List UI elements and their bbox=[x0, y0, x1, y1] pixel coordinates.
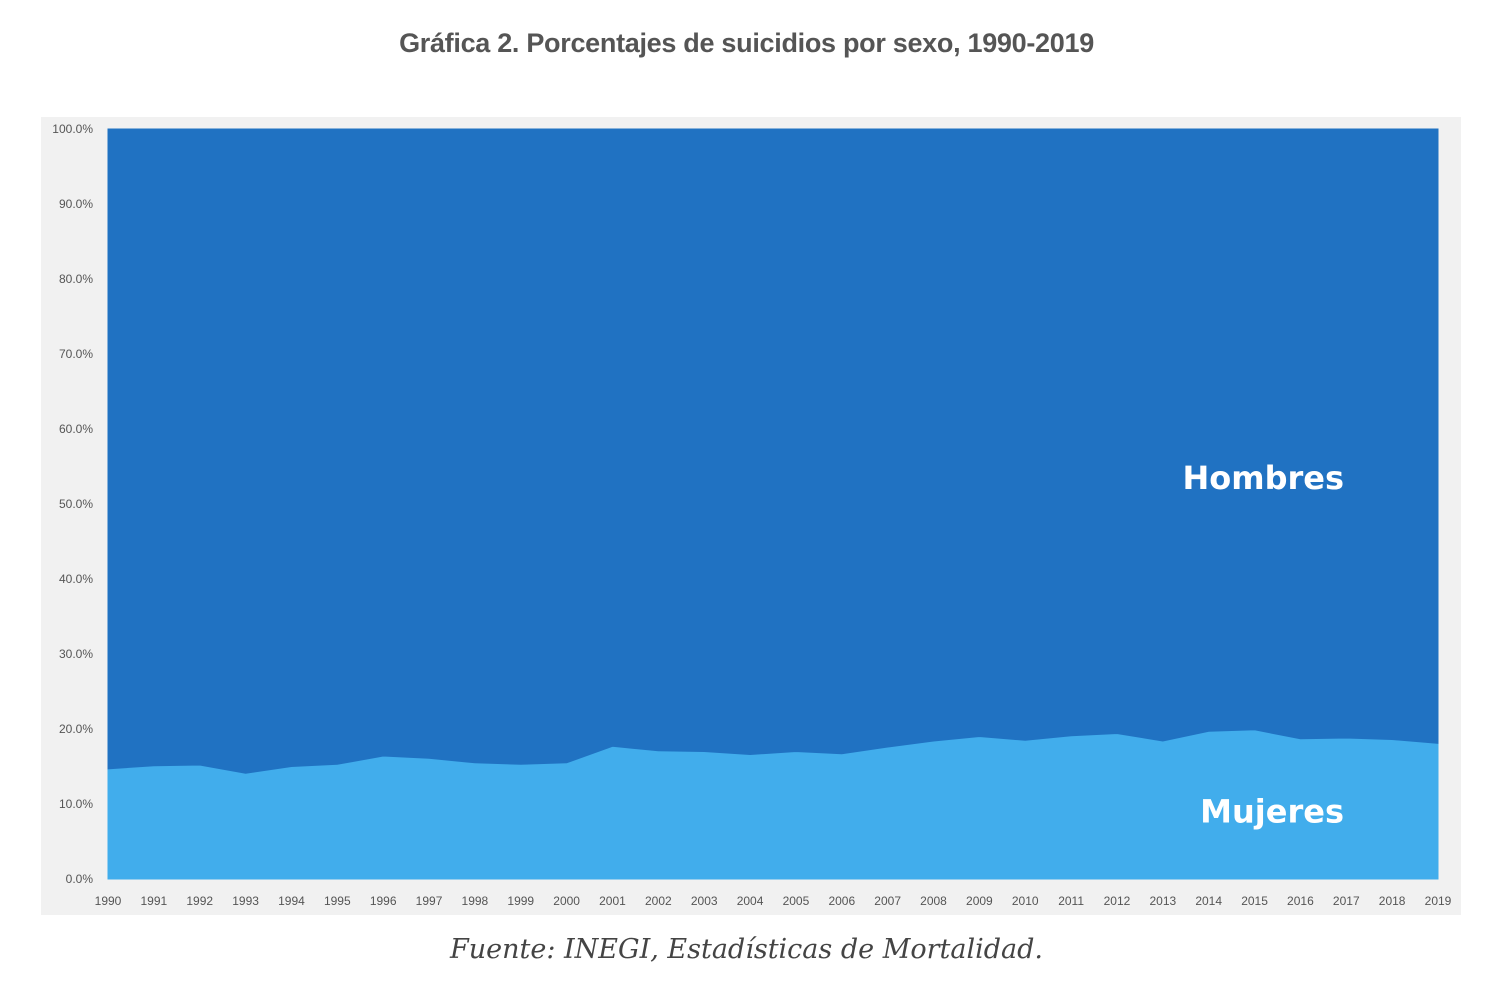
areas-layer bbox=[107, 128, 1439, 880]
y-tick-label: 10.0% bbox=[59, 797, 93, 811]
x-tick-label: 1993 bbox=[232, 894, 259, 908]
x-tick-label: 1991 bbox=[141, 894, 168, 908]
x-tick-label: 1996 bbox=[370, 894, 397, 908]
x-tick-label: 2005 bbox=[783, 894, 810, 908]
area-chart: 0.0% 10.0% 20.0% 30.0% 40.0% 50.0% 60.0% 70.0% 8… bbox=[52, 122, 1452, 908]
x-tick-label: 2019 bbox=[1425, 894, 1452, 908]
x-tick-label: 2010 bbox=[1012, 894, 1039, 908]
chart-panel: 0.0% 10.0% 20.0% 30.0% 40.0% 50.0% 60.0% 70.0% 8… bbox=[41, 117, 1461, 915]
x-tick-label: 2006 bbox=[828, 894, 855, 908]
area-label-mujeres: Mujeres bbox=[1200, 793, 1344, 831]
y-tick-label: 20.0% bbox=[59, 722, 93, 736]
y-tick-label: 40.0% bbox=[59, 572, 93, 586]
y-tick-label: 30.0% bbox=[59, 647, 93, 661]
x-tick-label: 2001 bbox=[599, 894, 626, 908]
x-tick-label: 1998 bbox=[462, 894, 489, 908]
x-tick-label: 1999 bbox=[507, 894, 534, 908]
y-tick-label: 100.0% bbox=[52, 122, 93, 136]
x-tick-label: 2017 bbox=[1333, 894, 1360, 908]
x-tick-label: 2012 bbox=[1104, 894, 1131, 908]
x-tick-label: 2003 bbox=[691, 894, 718, 908]
x-tick-label: 2011 bbox=[1058, 894, 1084, 908]
y-tick-label: 0.0% bbox=[66, 872, 94, 886]
x-tick-label: 2009 bbox=[966, 894, 993, 908]
x-tick-label: 2007 bbox=[874, 894, 901, 908]
x-tick-label: 2014 bbox=[1195, 894, 1222, 908]
area-label-hombres: Hombres bbox=[1182, 459, 1344, 497]
y-tick-label: 70.0% bbox=[59, 347, 93, 361]
y-tick-label: 50.0% bbox=[59, 497, 93, 511]
x-tick-label: 1990 bbox=[95, 894, 122, 908]
y-tick-label: 80.0% bbox=[59, 272, 93, 286]
x-tick-label: 1992 bbox=[186, 894, 213, 908]
x-tick-label: 1994 bbox=[278, 894, 305, 908]
x-tick-label: 2016 bbox=[1287, 894, 1314, 908]
x-tick-label: 2015 bbox=[1241, 894, 1268, 908]
y-tick-label: 60.0% bbox=[59, 422, 93, 436]
x-tick-label: 1997 bbox=[416, 894, 443, 908]
area-hombres bbox=[107, 128, 1439, 774]
y-tick-label: 90.0% bbox=[59, 197, 93, 211]
x-tick-label: 2004 bbox=[737, 894, 764, 908]
x-tick-label: 1995 bbox=[324, 894, 351, 908]
chart-title: Gráfica 2. Porcentajes de suicidios por … bbox=[399, 28, 1094, 58]
x-tick-label: 2018 bbox=[1379, 894, 1406, 908]
x-tick-label: 2013 bbox=[1149, 894, 1176, 908]
x-tick-label: 2000 bbox=[553, 894, 580, 908]
x-tick-label: 2002 bbox=[645, 894, 672, 908]
source-note: Fuente: INEGI, Estadísticas de Mortalida… bbox=[450, 934, 1043, 965]
area-labels: Mujeres Hombres bbox=[1182, 459, 1344, 831]
x-axis-ticks: 1990 1991 1992 1993 1994 1995 1996 1997 1998 1999… bbox=[95, 894, 1452, 908]
y-axis-ticks: 0.0% 10.0% 20.0% 30.0% 40.0% 50.0% 60.0% 70.0% 8… bbox=[52, 122, 93, 886]
x-tick-label: 2008 bbox=[920, 894, 947, 908]
